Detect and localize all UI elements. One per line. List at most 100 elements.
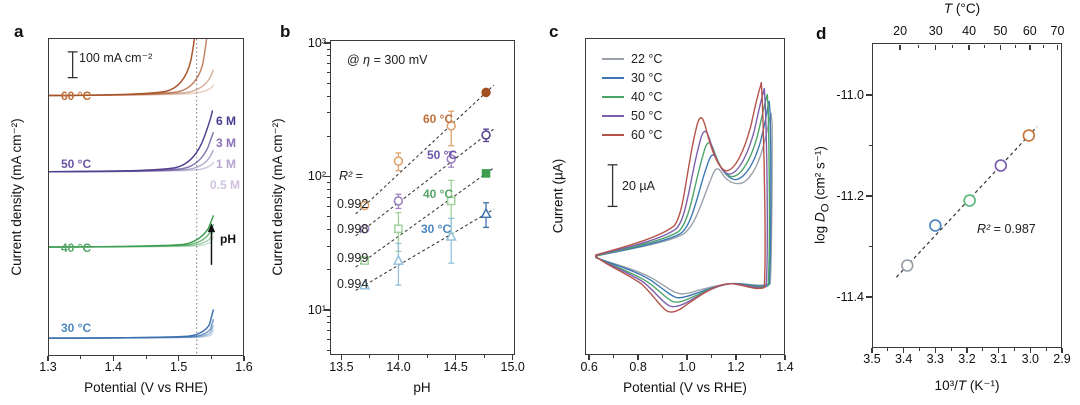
panel-a-x-axis-title: Potential (V vs RHE) — [84, 380, 208, 395]
temp-label-50c: 50 °C — [61, 157, 92, 171]
tick-mark — [934, 348, 937, 353]
tick-label: 3.0 — [1021, 352, 1040, 366]
ph-arrow — [207, 223, 216, 265]
r2-value-30c: 0.994 — [337, 277, 369, 291]
tick-mark — [868, 145, 872, 146]
tick-mark — [1056, 44, 1059, 50]
panel-a-plot: 100 mA cm⁻² 60 °C 50 °C 40 °C 30 °C 6 M … — [48, 38, 244, 356]
cv-22c — [595, 112, 773, 295]
scale-bar-a — [67, 51, 78, 79]
panel-d-y-axis-title: log DO (cm² s⁻¹) — [812, 146, 832, 244]
tick-mark — [324, 42, 330, 44]
series-label-50c: 50 °C — [427, 148, 458, 162]
tick-mark — [984, 44, 986, 48]
tick-mark — [397, 355, 400, 360]
cv-50c — [595, 87, 769, 308]
tick-label: 1.0 — [678, 360, 696, 374]
legend-row-30c: 30 °C — [602, 68, 662, 87]
tick-mark — [784, 355, 786, 360]
panel-b-scatter — [355, 84, 495, 291]
eta-annotation: @ η = 300 mV — [347, 53, 428, 67]
tick-mark — [340, 355, 343, 360]
tick-mark — [326, 330, 330, 332]
panel-b-y-axis-title: Current density (mA cm⁻²) — [270, 118, 285, 276]
tick-mark — [950, 348, 952, 351]
tick-mark — [588, 355, 590, 360]
tick-mark — [997, 348, 1000, 353]
tick-mark — [112, 356, 115, 361]
legend-swatch-60c — [602, 133, 624, 136]
panel-b-x-axis-title: pH — [413, 380, 431, 395]
tick-mark — [326, 196, 330, 198]
tick-mark — [866, 296, 872, 298]
curves-40C — [49, 215, 215, 248]
tick-label: 15.0 — [500, 360, 525, 374]
tick-mark — [243, 356, 245, 361]
panel-c-cv-curves — [595, 81, 773, 313]
series-label-30c: 30 °C — [421, 222, 452, 236]
r2-annotation-d: R² = 0.987 — [977, 222, 1036, 236]
tick-mark — [866, 94, 872, 96]
tick-mark — [210, 356, 212, 359]
tick-mark — [999, 44, 1002, 50]
tick-label: 1.4 — [776, 360, 794, 374]
conc-label-1m: 1 M — [216, 157, 237, 171]
tick-mark — [326, 63, 330, 65]
tick-mark — [324, 175, 330, 178]
panel-d-plot: R² = 0.987 — [872, 43, 1062, 348]
panel-d-top-axis-title: T (°C) — [943, 1, 981, 16]
temp-label-40c: 40 °C — [61, 241, 92, 255]
tick-label: 3.3 — [926, 352, 945, 366]
panel-a-y-axis-title: Current density (mA cm⁻²) — [9, 118, 24, 276]
tick-mark — [326, 182, 330, 184]
tick-mark — [326, 188, 330, 190]
tick-label: 20 — [893, 24, 908, 38]
scale-bar-c — [607, 164, 618, 208]
tick-mark — [326, 55, 330, 57]
tick-mark — [887, 348, 889, 351]
curves-30C — [49, 309, 215, 339]
tick-mark — [919, 348, 920, 351]
legend-swatch-50c — [602, 114, 624, 117]
legend-swatch-30c — [602, 76, 624, 79]
tick-mark — [326, 245, 330, 247]
tick-mark — [326, 72, 330, 74]
tick-mark — [47, 356, 49, 361]
tick-mark — [326, 315, 330, 317]
tick-label: 14.0 — [386, 360, 411, 374]
scale-bar-c-label: 20 µA — [622, 179, 655, 193]
tick-mark — [1061, 348, 1063, 353]
tick-mark — [952, 44, 954, 48]
series-label-40c: 40 °C — [423, 187, 454, 201]
tick-label: 3.2 — [958, 352, 976, 366]
cv-60c — [595, 81, 766, 313]
tick-mark — [868, 246, 872, 247]
tick-label: -11.2 — [836, 189, 864, 203]
tick-mark — [326, 349, 330, 351]
cv-30c — [595, 100, 772, 299]
legend-swatch-22c — [602, 57, 624, 60]
ph-arrow-label: pH — [220, 232, 236, 246]
tick-mark — [324, 309, 330, 311]
conc-label-05m: 0.5 M — [210, 178, 241, 192]
tick-mark — [326, 216, 330, 218]
tick-label: 1.6 — [235, 360, 253, 374]
panel-c-legend: 22 °C 30 °C 40 °C 50 °C 60 °C — [602, 49, 662, 144]
y-tick-1e1: 10¹ — [307, 303, 326, 317]
tick-mark — [711, 355, 713, 358]
tick-label: 3.4 — [894, 352, 913, 366]
temp-label-60c: 60 °C — [61, 89, 92, 103]
panel-c-x-axis-title: Potential (V vs RHE) — [623, 380, 747, 395]
tick-label: 1.3 — [39, 360, 57, 374]
panel-d-letter: d — [816, 24, 827, 43]
tick-label: 14.5 — [443, 360, 468, 374]
tick-mark — [512, 355, 514, 360]
tick-mark — [369, 355, 371, 358]
tick-mark — [326, 82, 330, 84]
tick-mark — [662, 355, 664, 358]
tick-label: 70 — [1050, 24, 1065, 38]
tick-mark — [326, 339, 330, 341]
curves-60C — [49, 39, 215, 97]
panel-d-x-axis-title: 10³/T (K⁻¹) — [934, 378, 1000, 393]
